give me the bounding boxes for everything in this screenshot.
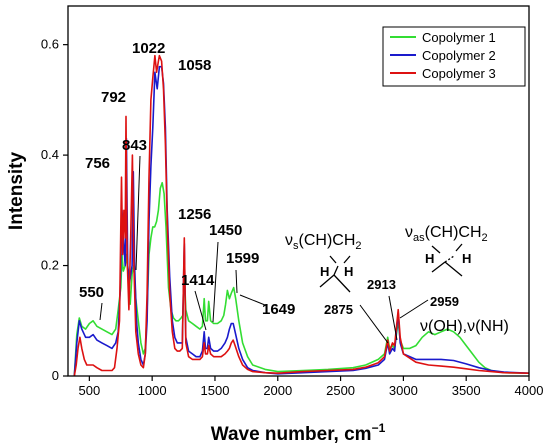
legend-label-copolymer-1: Copolymer 1 <box>422 30 496 45</box>
peak-label-1649: 1649 <box>262 301 295 318</box>
structure-arrow <box>431 245 441 254</box>
x-tick-label: 1000 <box>138 383 167 398</box>
series-line-copolymer-1 <box>73 181 530 377</box>
structure-h-right: H <box>344 264 353 279</box>
x-tick-label: 500 <box>79 383 101 398</box>
structure-arrow <box>343 255 351 264</box>
peak-pointer-1414 <box>194 290 207 331</box>
peak-pointer-843 <box>135 155 141 271</box>
y-tick-label: 0.2 <box>41 258 59 273</box>
peak-pointer-2875 <box>359 304 389 344</box>
peak-pointer-550 <box>99 302 103 321</box>
nu-s-group-label: νs(CH)CH2 <box>285 232 362 252</box>
axes-layer: 500 1000 1500 2000 2500 3000 3500 4000 0 0.2 0.4 0.… <box>41 37 544 398</box>
x-tick-label: 3000 <box>389 383 418 398</box>
peak-pointer-1450 <box>212 241 219 323</box>
y-tick-label: 0.4 <box>41 147 59 162</box>
nu-as-group-label: νas(CH)CH2 <box>405 224 488 244</box>
plot-frame <box>67 5 530 377</box>
structure-h-left: H <box>425 251 434 266</box>
structure-bond <box>431 261 446 273</box>
peak-label-2959: 2959 <box>430 294 459 309</box>
legend: Copolymer 1 Copolymer 2 Copolymer 3 <box>382 26 526 87</box>
peak-label-1022: 1022 <box>132 40 165 57</box>
x-axis-title: Wave number, cm−1 <box>211 421 386 445</box>
y-axis-title: Intensity <box>6 152 27 231</box>
y-tick-label: 0.6 <box>41 37 59 52</box>
x-tick-label: 2500 <box>326 383 355 398</box>
structure-bond <box>333 274 351 293</box>
peak-label-550: 550 <box>79 284 104 301</box>
structure-bond <box>444 255 455 263</box>
structure-bond <box>319 274 335 288</box>
structure-bond <box>444 261 463 277</box>
peak-pointer-2913 <box>388 295 398 341</box>
asymmetric-ch2-structure: H H <box>425 243 471 277</box>
legend-label-copolymer-3: Copolymer 3 <box>422 66 496 81</box>
x-tick-label: 4000 <box>515 383 544 398</box>
legend-label-copolymer-2: Copolymer 2 <box>422 48 496 63</box>
series-line-copolymer-3 <box>73 54 530 377</box>
peak-label-1450: 1450 <box>209 222 242 239</box>
peak-label-1599: 1599 <box>226 250 259 267</box>
peak-label-2913: 2913 <box>367 277 396 292</box>
peak-pointer-1649 <box>239 294 266 306</box>
structure-h-left: H <box>320 264 329 279</box>
peak-label-1414: 1414 <box>181 272 215 289</box>
oh-nh-group-label: ν(OH),ν(NH) <box>420 318 509 335</box>
structure-h-right: H <box>462 251 471 266</box>
symmetric-ch2-structure: H H <box>319 255 353 293</box>
x-tick-label: 1500 <box>201 383 230 398</box>
legend-box <box>382 26 526 87</box>
structure-bond <box>333 265 339 276</box>
peak-pointer-1599 <box>235 269 238 294</box>
structure-arrow <box>329 255 337 264</box>
peak-label-2875: 2875 <box>324 302 353 317</box>
peak-label-1058: 1058 <box>178 57 211 74</box>
y-tick-label: 0 <box>52 368 59 383</box>
structure-arrow <box>455 243 463 252</box>
peak-label-756: 756 <box>85 155 110 172</box>
peak-label-843: 843 <box>122 137 147 154</box>
peak-pointer-2959 <box>399 299 429 319</box>
peak-label-792: 792 <box>101 89 126 106</box>
x-tick-label: 2000 <box>263 383 292 398</box>
x-tick-label: 3500 <box>452 383 481 398</box>
peak-label-1256: 1256 <box>178 206 211 223</box>
series-layer <box>73 54 530 377</box>
